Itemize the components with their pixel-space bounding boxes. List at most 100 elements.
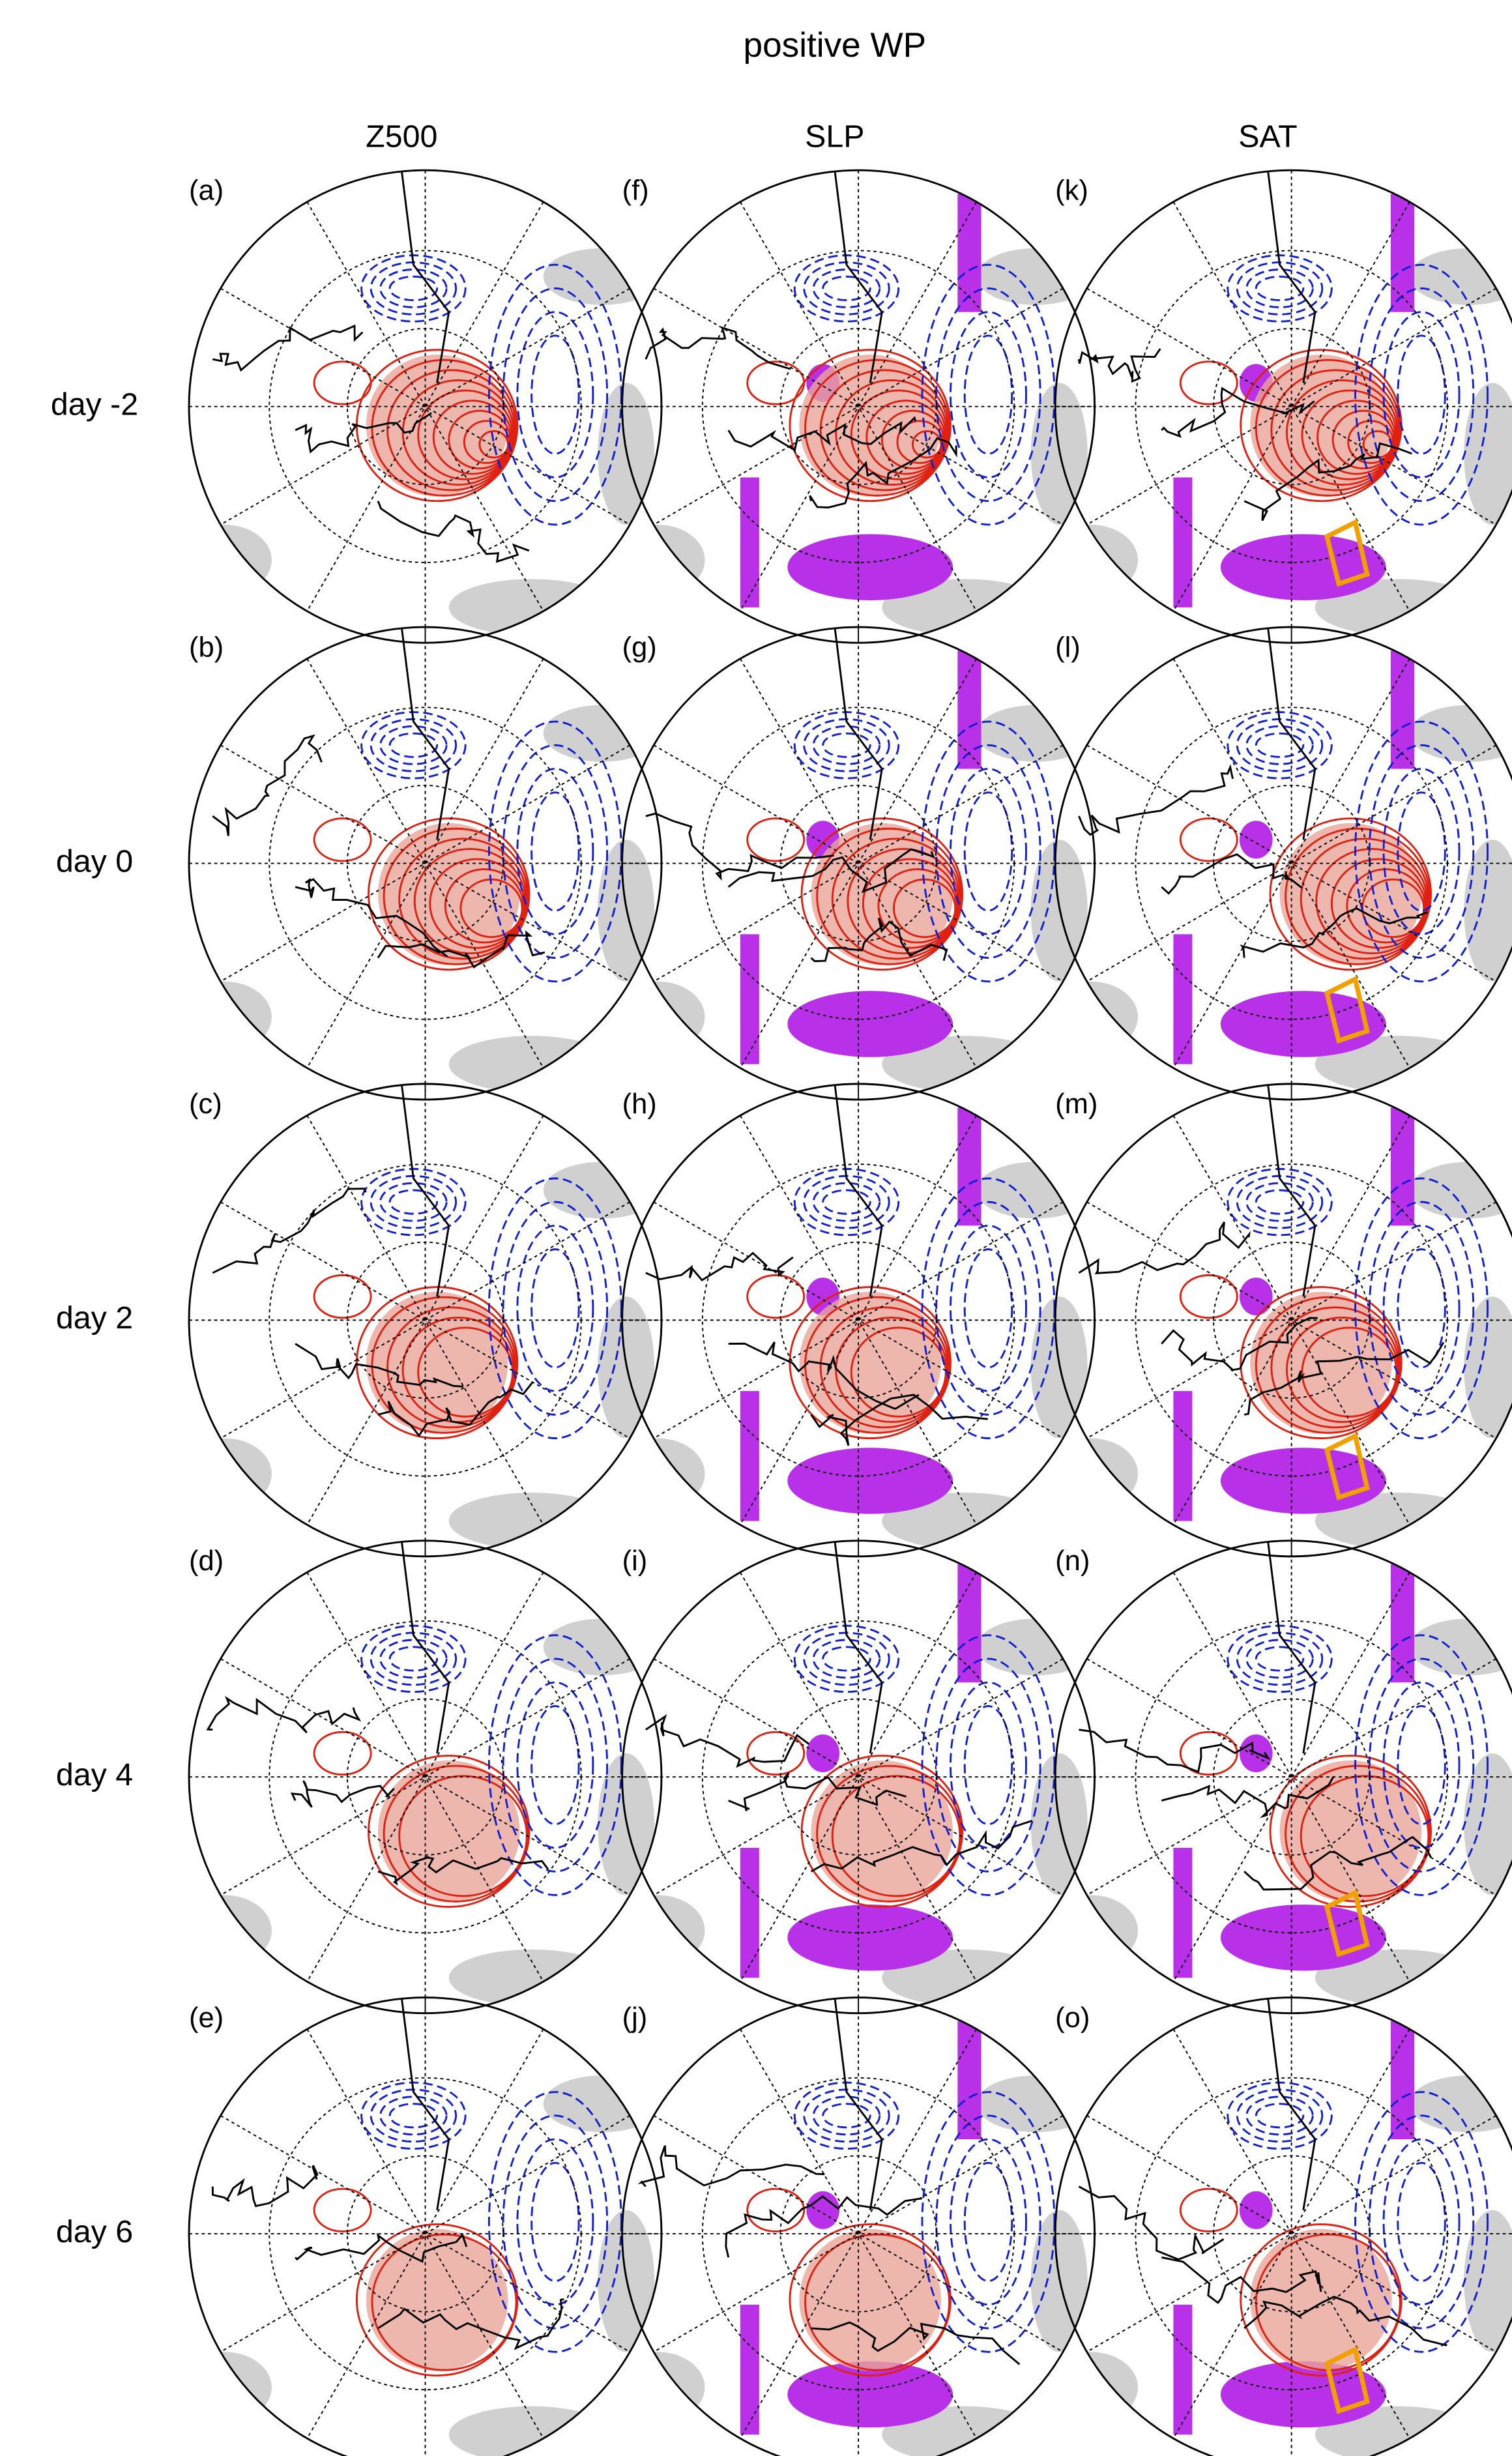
positive-contour	[401, 379, 515, 486]
meridian	[653, 1201, 1064, 1439]
negative-contour	[1227, 711, 1333, 780]
coastline	[1078, 1083, 1445, 1416]
negative-contour	[1354, 2091, 1489, 2353]
positive-contour	[835, 379, 948, 486]
negative-contour	[487, 1177, 622, 1440]
negative-contour	[531, 1248, 580, 1369]
negative-contour	[1255, 275, 1305, 302]
significance-shading	[189, 1895, 272, 1966]
significance-shading	[976, 248, 1095, 305]
positive-contour	[865, 400, 946, 475]
panel-label: (i)	[622, 1545, 648, 1577]
significance-shading	[1464, 383, 1512, 525]
negative-contour	[1382, 311, 1461, 478]
positive-contour	[355, 2223, 519, 2376]
significance-shading	[543, 2075, 662, 2133]
positive-contour	[1255, 358, 1401, 497]
significance-shading	[543, 1618, 662, 1676]
purple-region	[787, 2361, 953, 2428]
positive-contour	[383, 1764, 529, 1903]
negative-contour	[1397, 791, 1446, 912]
box-region	[1324, 519, 1370, 587]
positive-contour	[313, 817, 372, 862]
negative-contour	[370, 2088, 458, 2143]
significance-shading	[1055, 2352, 1139, 2423]
negative-contour	[921, 2091, 1056, 2353]
negative-contour	[1236, 2088, 1324, 2143]
purple-region	[1173, 1847, 1193, 1978]
negative-contour	[793, 2081, 900, 2150]
significance-shading	[1055, 524, 1139, 596]
purple-region	[740, 1847, 759, 1978]
negative-contour	[1236, 261, 1324, 315]
negative-contour	[388, 2103, 439, 2129]
negative-contour	[822, 732, 871, 758]
significance-shading	[448, 2406, 615, 2456]
significance-shading	[622, 1438, 705, 1510]
positive-contour	[831, 838, 961, 960]
negative-contour	[388, 1646, 439, 1672]
panel-label: (l)	[1055, 632, 1081, 663]
meridian	[220, 287, 630, 525]
positive-contour	[800, 817, 964, 971]
coastline	[212, 170, 530, 563]
negative-contour	[1354, 1634, 1489, 1896]
negative-contour	[379, 1182, 448, 1222]
positive-contour	[1346, 868, 1426, 944]
purple-region	[957, 194, 981, 312]
purple-region	[806, 2191, 840, 2229]
significance-shading	[1464, 1296, 1512, 1439]
significance-shading	[543, 705, 662, 762]
positive-contour	[368, 817, 531, 971]
significance-shading	[1464, 2210, 1512, 2352]
positive-contour	[432, 400, 513, 475]
positive-contour	[789, 349, 952, 503]
negative-contour	[822, 2103, 871, 2129]
negative-contour	[1227, 1624, 1333, 1693]
purple-region	[1173, 934, 1193, 1064]
negative-contour	[370, 261, 458, 315]
significance-shading	[622, 524, 705, 596]
negative-contour	[502, 1201, 609, 1416]
negative-contour	[370, 1631, 458, 1686]
purple-region	[787, 1904, 953, 1971]
positive-contour	[1285, 379, 1399, 486]
significance-shading	[622, 1895, 705, 1966]
negative-contour	[1354, 720, 1489, 983]
negative-contour	[935, 1201, 1041, 1416]
box-region	[1324, 2346, 1370, 2414]
purple-region	[1239, 2191, 1273, 2229]
negative-contour	[793, 711, 900, 780]
negative-contour	[1245, 1639, 1314, 1679]
positive-contour	[862, 858, 959, 949]
positive-contour	[1331, 409, 1395, 470]
positive-contour	[1285, 827, 1431, 965]
negative-contour	[812, 269, 881, 308]
map-panel	[622, 170, 1095, 643]
significance-shading	[189, 2352, 272, 2423]
significance-shading	[189, 524, 272, 596]
panel-label: (e)	[189, 2002, 224, 2034]
negative-contour	[803, 718, 890, 772]
coastline	[645, 1083, 988, 1446]
box-region	[1324, 1889, 1370, 1957]
panel-label: (b)	[189, 632, 224, 663]
negative-contour	[793, 1624, 900, 1693]
negative-contour	[1255, 1189, 1305, 1215]
positive-contour	[417, 389, 514, 480]
positive-shading	[1250, 2229, 1392, 2371]
column-title: SLP	[805, 119, 864, 154]
negative-contour	[370, 718, 458, 772]
box-region	[1324, 1432, 1370, 1500]
negative-contour	[360, 254, 467, 323]
negative-contour	[502, 2114, 609, 2330]
meridian	[220, 1658, 630, 1896]
significance-shading	[622, 981, 705, 1053]
negative-contour	[1236, 1175, 1324, 1229]
negative-contour	[950, 768, 1027, 935]
map-boundary	[1054, 1996, 1512, 2456]
positive-contour	[429, 858, 526, 949]
negative-contour	[370, 1175, 458, 1229]
purple-region	[740, 1391, 759, 1521]
purple-region	[1390, 2021, 1415, 2140]
